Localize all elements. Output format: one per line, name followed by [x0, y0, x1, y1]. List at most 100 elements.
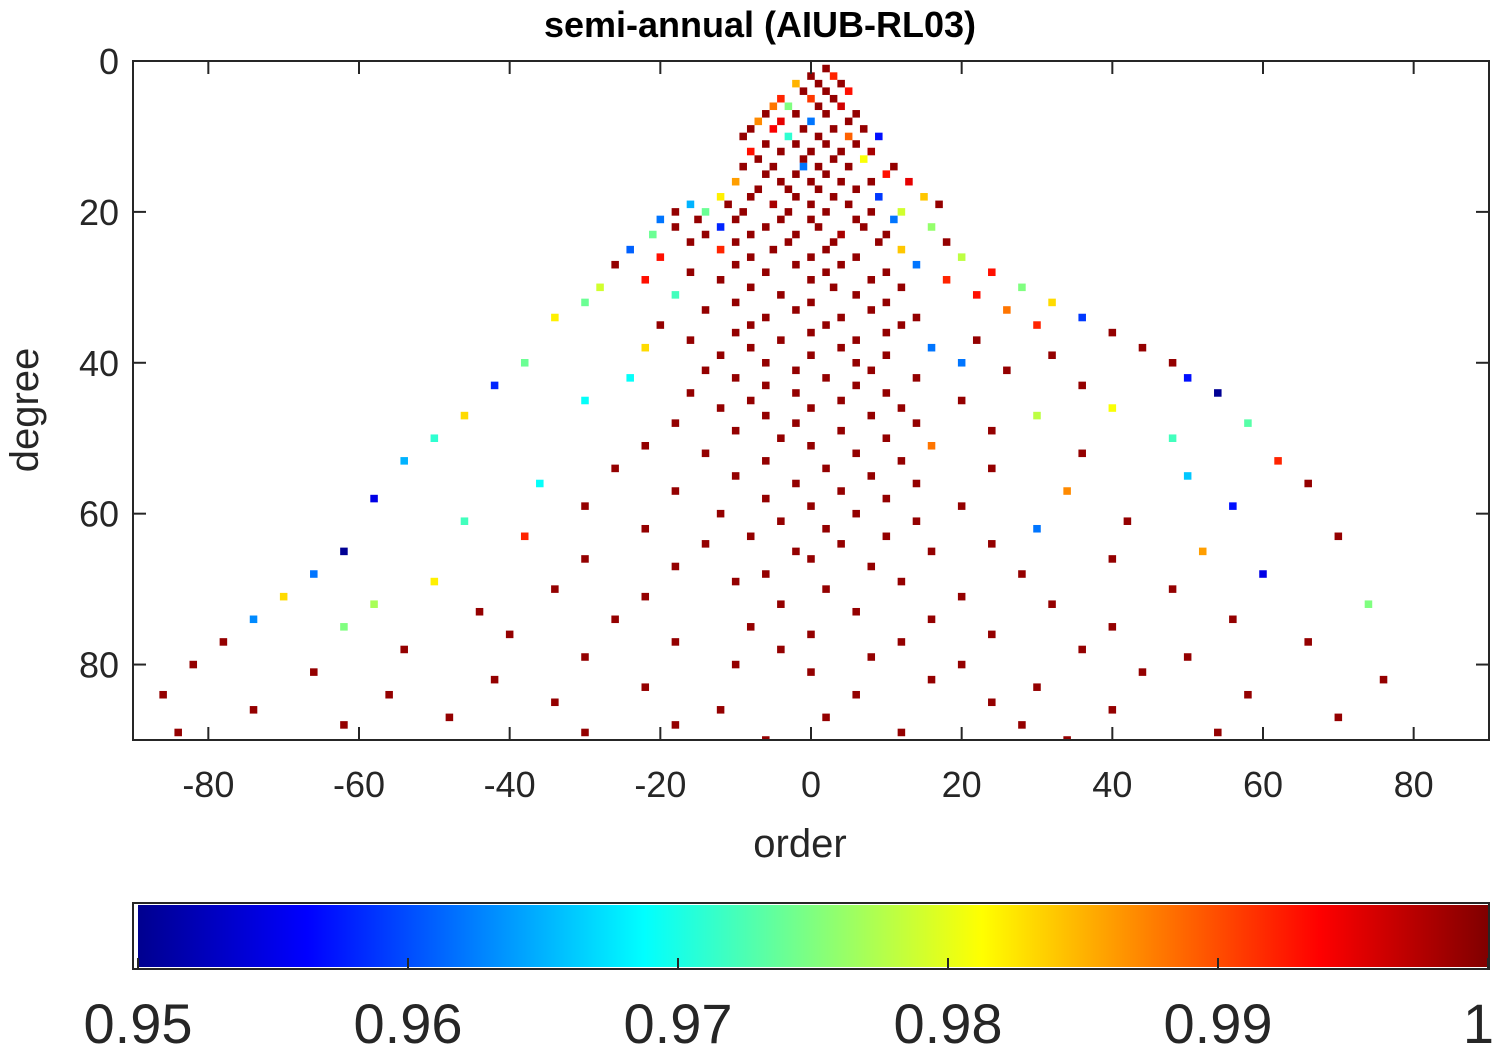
heatmap-cell [762, 570, 770, 578]
heatmap-cell [814, 79, 823, 88]
heatmap-cell [867, 306, 876, 314]
heatmap-cell [882, 351, 891, 360]
x-axis: -80 -60 -40 -20 0 20 40 60 80 [182, 61, 1434, 805]
heatmap-cell [1334, 532, 1343, 541]
heatmap-cell [731, 426, 740, 435]
heatmap-cell [1108, 555, 1117, 563]
heatmap-cell [792, 547, 800, 556]
heatmap-cell [875, 132, 883, 141]
heatmap-cell [897, 245, 906, 254]
heatmap-cell [551, 313, 559, 322]
heatmap-cell [897, 208, 906, 216]
heatmap-cell [957, 592, 966, 601]
heatmap-cell [762, 170, 770, 178]
heatmap-cell [1078, 645, 1086, 654]
heatmap-cell [837, 79, 845, 88]
heatmap-cell [852, 110, 860, 118]
heatmap-cell [942, 276, 951, 284]
heatmap-cell [867, 147, 876, 156]
heatmap-cell [988, 630, 996, 639]
heatmap-cell [716, 223, 725, 231]
heatmap-cell [852, 215, 860, 224]
heatmap-cell [882, 434, 891, 442]
heatmap-cell [1379, 675, 1388, 684]
x-tick-label: -20 [634, 764, 686, 805]
heatmap-cell [807, 668, 815, 676]
heatmap-cell [490, 381, 499, 390]
heatmap-cell [882, 328, 891, 337]
y-tick-label: 80 [79, 645, 119, 686]
heatmap-cell [716, 193, 725, 201]
heatmap-cell [822, 170, 830, 178]
heatmap-cell [739, 132, 747, 141]
heatmap-cell [762, 223, 770, 231]
heatmap-cell [1334, 713, 1343, 722]
heatmap-cell [686, 268, 695, 277]
heatmap-cell [792, 260, 800, 269]
heatmap-cell [694, 215, 702, 224]
heatmap-cell [957, 502, 966, 510]
heatmap-cell [739, 162, 747, 171]
heatmap-cell [972, 336, 981, 344]
heatmap-cell [837, 396, 845, 405]
plot-area-frame [132, 60, 1490, 741]
y-tick-label: 0 [99, 41, 119, 82]
heatmap-cell [829, 155, 838, 163]
heatmap-cell [701, 306, 710, 314]
heatmap-cell [822, 87, 830, 95]
heatmap-cell [829, 125, 838, 133]
heatmap-cell [807, 72, 815, 80]
heatmap-cell [762, 411, 770, 420]
heatmap-cell [822, 268, 830, 277]
heatmap-cell [777, 336, 785, 344]
heatmap-cell [867, 562, 876, 571]
heatmap-cell [724, 200, 732, 209]
heatmap-cell [746, 125, 755, 133]
heatmap-cell [852, 449, 860, 458]
x-tick-label: 80 [1394, 764, 1434, 805]
heatmap-cell [445, 713, 454, 722]
heatmap-cell [1304, 638, 1312, 646]
heatmap-cell [867, 653, 876, 661]
heatmap-cell [988, 540, 996, 548]
heatmap-cell [807, 502, 815, 510]
heatmap-cell [400, 457, 408, 465]
colorbar-tick-label: 0.99 [1164, 992, 1273, 1050]
heatmap-cell [882, 494, 891, 503]
colorbar-tick-label: 0.95 [84, 992, 193, 1050]
heatmap-cell [897, 638, 906, 646]
heatmap-cell [1244, 690, 1252, 699]
heatmap-cell [1033, 321, 1041, 329]
heatmap-cell [1183, 653, 1192, 661]
heatmap-cell [777, 147, 785, 156]
heatmap-cell [279, 592, 288, 601]
heatmap-cell [920, 193, 928, 201]
heatmap-cell [927, 615, 936, 624]
heatmap-cell [739, 208, 747, 216]
heatmap-cell [859, 223, 868, 231]
heatmap-cell [649, 230, 657, 239]
heatmap-cell [837, 426, 845, 435]
heatmap-cell [957, 396, 966, 405]
heatmap-cell [611, 615, 619, 624]
heatmap-cell [641, 683, 650, 691]
heatmap-cell [1168, 359, 1177, 367]
heatmap-cell [807, 404, 815, 412]
heatmap-cell [656, 253, 665, 261]
heatmap-cell [1018, 721, 1026, 729]
heatmap-cell [671, 487, 680, 495]
heatmap-cell [581, 298, 589, 307]
heatmap-cell [1063, 736, 1071, 740]
heatmap-cell [551, 698, 559, 707]
x-tick-label: 20 [942, 764, 982, 805]
heatmap-cell [852, 607, 860, 616]
heatmap-cell [777, 291, 785, 299]
heatmap-cell [1048, 600, 1056, 608]
heatmap-cell [777, 94, 785, 103]
heatmap-cell [656, 321, 665, 329]
heatmap-cell [882, 532, 891, 541]
heatmap-cell [340, 547, 348, 556]
heatmap-cell [814, 102, 823, 111]
heatmap-cell [784, 238, 793, 246]
heatmap-cell [520, 532, 529, 541]
